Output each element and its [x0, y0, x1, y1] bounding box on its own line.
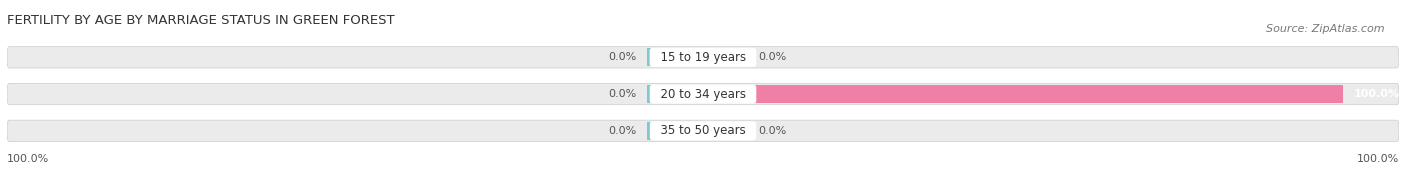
Text: 0.0%: 0.0% — [609, 89, 637, 99]
Bar — [647, 48, 703, 66]
Text: 0.0%: 0.0% — [609, 52, 637, 62]
Text: 100.0%: 100.0% — [1357, 154, 1399, 164]
Text: 0.0%: 0.0% — [758, 126, 786, 136]
Bar — [703, 122, 748, 140]
Bar — [647, 85, 703, 103]
FancyBboxPatch shape — [7, 83, 1399, 105]
Text: 100.0%: 100.0% — [7, 154, 49, 164]
Text: 100.0%: 100.0% — [1354, 89, 1400, 99]
Text: FERTILITY BY AGE BY MARRIAGE STATUS IN GREEN FOREST: FERTILITY BY AGE BY MARRIAGE STATUS IN G… — [7, 14, 395, 27]
Bar — [703, 85, 1343, 103]
Text: Source: ZipAtlas.com: Source: ZipAtlas.com — [1267, 24, 1385, 34]
Text: 35 to 50 years: 35 to 50 years — [652, 124, 754, 137]
FancyBboxPatch shape — [7, 47, 1399, 68]
Text: 15 to 19 years: 15 to 19 years — [652, 51, 754, 64]
FancyBboxPatch shape — [7, 120, 1399, 142]
Text: 0.0%: 0.0% — [609, 126, 637, 136]
Text: 20 to 34 years: 20 to 34 years — [652, 88, 754, 101]
Bar — [703, 48, 748, 66]
Text: 0.0%: 0.0% — [758, 52, 786, 62]
Bar — [647, 122, 703, 140]
